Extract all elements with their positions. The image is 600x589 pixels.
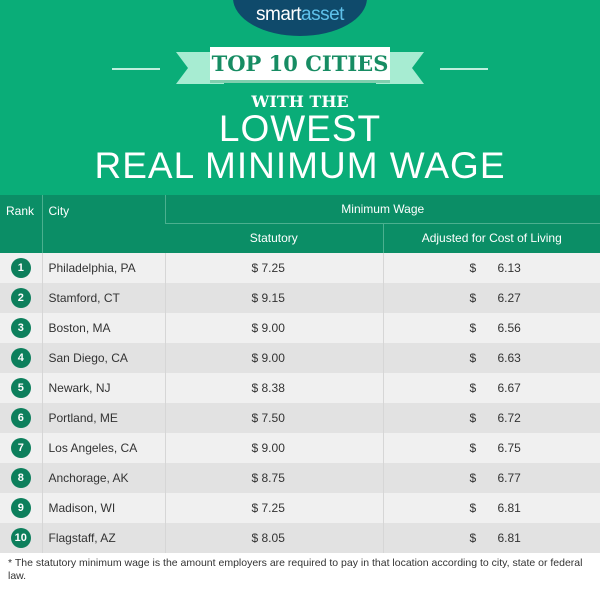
rank-cell: 6 xyxy=(0,403,42,433)
currency-symbol: $ xyxy=(469,441,477,455)
table-row: 9 Madison, WI $ 7.25 $6.81 xyxy=(0,493,600,523)
header-statutory: Statutory xyxy=(165,223,383,253)
adjusted-value: 6.81 xyxy=(497,501,521,515)
statutory-cell: $ 7.25 xyxy=(164,253,383,283)
statutory-cell: $ 8.75 xyxy=(164,463,383,493)
rank-badge: 5 xyxy=(10,378,31,398)
currency-symbol: $ xyxy=(469,501,477,515)
rank-badge: 6 xyxy=(10,408,31,428)
rank-cell: 2 xyxy=(0,283,42,313)
rank-badge: 3 xyxy=(10,318,31,338)
rank-cell: 9 xyxy=(0,493,42,523)
statutory-cell: $ 7.50 xyxy=(164,403,383,433)
currency-symbol: $ xyxy=(469,531,477,545)
adjusted-cell: $6.81 xyxy=(382,493,600,523)
table-row: 8 Anchorage, AK $ 8.75 $6.77 xyxy=(0,463,600,493)
adjusted-value: 6.63 xyxy=(497,351,521,365)
header-adjusted: Adjusted for Cost of Living xyxy=(382,223,600,253)
rank-cell: 1 xyxy=(0,253,42,283)
footnote: * The statutory minimum wage is the amou… xyxy=(8,557,583,582)
statutory-cell: $ 8.05 xyxy=(164,523,383,553)
currency-symbol: $ xyxy=(469,291,477,305)
title-ribbon: TOP 10 CITIES xyxy=(210,47,390,80)
wage-table: Rank City Minimum Wage Statutory Adjuste… xyxy=(0,195,600,553)
adjusted-cell: $6.75 xyxy=(382,433,600,463)
city-cell: Boston, MA xyxy=(41,313,165,343)
currency-symbol: $ xyxy=(469,381,477,395)
divider-line xyxy=(112,68,160,70)
city-cell: Anchorage, AK xyxy=(41,463,165,493)
title-line-1: LOWEST xyxy=(218,108,382,149)
currency-symbol: $ xyxy=(469,351,477,365)
adjusted-value: 6.75 xyxy=(497,441,521,455)
rank-cell: 8 xyxy=(0,463,42,493)
rank-badge: 7 xyxy=(10,438,31,458)
adjusted-cell: $6.81 xyxy=(382,523,600,553)
subtitle: WITH THE xyxy=(251,92,349,111)
city-cell: Philadelphia, PA xyxy=(41,253,165,283)
rank-cell: 5 xyxy=(0,373,42,403)
statutory-cell: $ 9.00 xyxy=(164,433,383,463)
table-row: 3 Boston, MA $ 9.00 $6.56 xyxy=(0,313,600,343)
currency-symbol: $ xyxy=(469,261,477,275)
adjusted-cell: $6.56 xyxy=(382,313,600,343)
rank-cell: 10 xyxy=(0,523,42,553)
header-minimum-wage: Minimum Wage xyxy=(164,195,600,224)
rank-badge: 4 xyxy=(10,348,31,368)
currency-symbol: $ xyxy=(469,471,477,485)
adjusted-value: 6.56 xyxy=(497,321,521,335)
divider-line xyxy=(440,68,488,70)
adjusted-value: 6.77 xyxy=(497,471,521,485)
adjusted-cell: $6.77 xyxy=(382,463,600,493)
currency-symbol: $ xyxy=(469,411,477,425)
city-cell: Newark, NJ xyxy=(41,373,165,403)
title-line-2: REAL MINIMUM WAGE xyxy=(94,145,506,186)
currency-symbol: $ xyxy=(469,321,477,335)
table-row: 1 Philadelphia, PA $ 7.25 $6.13 xyxy=(0,253,600,283)
city-cell: Los Angeles, CA xyxy=(41,433,165,463)
table-row: 6 Portland, ME $ 7.50 $6.72 xyxy=(0,403,600,433)
adjusted-cell: $6.63 xyxy=(382,343,600,373)
adjusted-cell: $6.27 xyxy=(382,283,600,313)
logo-text-asset: asset xyxy=(301,4,344,25)
table-row: 10 Flagstaff, AZ $ 8.05 $6.81 xyxy=(0,523,600,553)
logo-text-smart: smart xyxy=(256,4,302,25)
rank-cell: 3 xyxy=(0,313,42,343)
table-row: 5 Newark, NJ $ 8.38 $6.67 xyxy=(0,373,600,403)
smartasset-logo: smartasset xyxy=(233,0,367,36)
statutory-cell: $ 9.15 xyxy=(164,283,383,313)
city-cell: Stamford, CT xyxy=(41,283,165,313)
city-cell: San Diego, CA xyxy=(41,343,165,373)
adjusted-cell: $6.13 xyxy=(382,253,600,283)
rank-badge: 2 xyxy=(10,288,31,308)
adjusted-value: 6.67 xyxy=(497,381,521,395)
rank-badge: 1 xyxy=(10,258,31,278)
statutory-cell: $ 7.25 xyxy=(164,493,383,523)
header-banner: smartasset TOP 10 CITIES WITH THE LOWEST… xyxy=(0,0,600,195)
city-cell: Portland, ME xyxy=(41,403,165,433)
table-row: 4 San Diego, CA $ 9.00 $6.63 xyxy=(0,343,600,373)
rank-badge: 10 xyxy=(10,528,31,548)
city-cell: Flagstaff, AZ xyxy=(41,523,165,553)
adjusted-value: 6.27 xyxy=(497,291,521,305)
rank-badge: 9 xyxy=(10,498,31,518)
rank-badge: 8 xyxy=(10,468,31,488)
adjusted-value: 6.13 xyxy=(497,261,521,275)
table-row: 7 Los Angeles, CA $ 9.00 $6.75 xyxy=(0,433,600,463)
adjusted-cell: $6.72 xyxy=(382,403,600,433)
table-row: 2 Stamford, CT $ 9.15 $6.27 xyxy=(0,283,600,313)
adjusted-value: 6.72 xyxy=(497,411,521,425)
city-cell: Madison, WI xyxy=(41,493,165,523)
statutory-cell: $ 9.00 xyxy=(164,313,383,343)
header-city: City xyxy=(41,195,165,253)
header-rank: Rank xyxy=(0,195,42,253)
adjusted-cell: $6.67 xyxy=(382,373,600,403)
adjusted-value: 6.81 xyxy=(497,531,521,545)
statutory-cell: $ 8.38 xyxy=(164,373,383,403)
statutory-cell: $ 9.00 xyxy=(164,343,383,373)
rank-cell: 4 xyxy=(0,343,42,373)
rank-cell: 7 xyxy=(0,433,42,463)
